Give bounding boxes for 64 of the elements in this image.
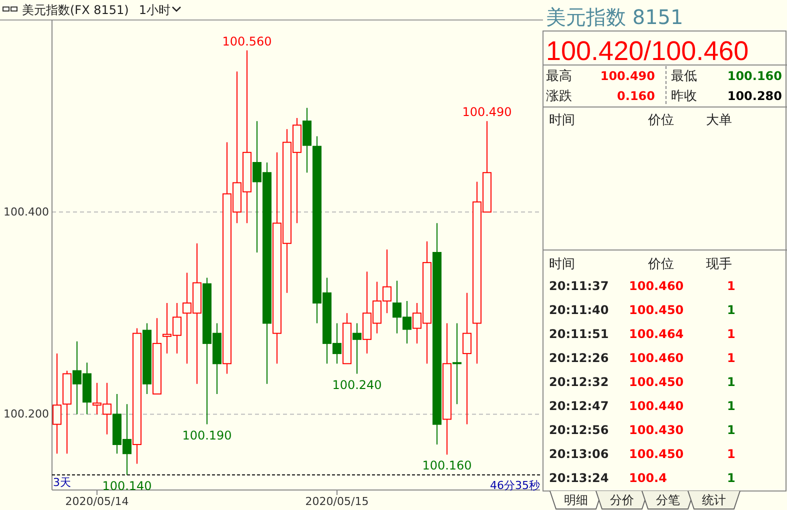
text: 100.4 [629,471,667,485]
text: 20:13:06 [549,447,609,461]
text: 1 [727,399,736,413]
text: 统计 [702,493,726,507]
text: 1 [727,375,736,389]
text: 价位 [647,257,674,272]
text: 100.160 [727,69,782,83]
text: 1 [727,327,736,341]
text: 100.450 [629,303,684,317]
text: 明细 [564,493,588,507]
text: 现手 [706,257,732,272]
text: 1 [727,447,736,461]
x-tick-label: 2020/05/15 [305,494,369,508]
text: 100.460 [629,279,684,293]
text: 20:12:26 [549,351,609,365]
text: 1 [727,279,736,293]
y-tick-label: 100.400 [4,206,49,219]
text: 价位 [647,113,674,128]
annotation: 46分35秒 [490,479,540,492]
text: 100.450 [629,375,684,389]
text: 20:11:51 [549,327,609,341]
text: 100.490 [600,69,655,83]
text: 昨收 [671,89,697,104]
annotation: 3天 [53,476,71,489]
text: 100.280 [727,89,782,103]
text: 分笔 [656,493,680,507]
candlestick [462,292,472,425]
text: 20:12:47 [549,399,609,413]
text: 100.464 [629,327,684,341]
y-tick-label: 100.200 [4,408,49,421]
chart-subtitle: 1小时 [138,3,170,17]
text: 美元指数 8151 [546,5,684,29]
text: 20:11:40 [549,303,609,317]
text: 最高 [546,68,572,84]
annotation: 100.560 [222,34,272,48]
text: 20:12:56 [549,423,609,437]
text: 1 [727,303,736,317]
candlestick [352,322,362,374]
chart-title: 美元指数(FX 8151) [22,3,129,17]
annotation: 100.140 [102,478,152,493]
annotation: 100.160 [422,458,472,473]
annotation: 100.240 [332,378,382,392]
text: 1 [727,423,736,437]
text: 涨跌 [546,89,572,104]
text: 大单 [706,113,732,128]
text: 1 [727,471,736,485]
text: 20:11:37 [549,279,609,293]
text: 20:13:24 [549,471,609,485]
text: 0.160 [617,89,655,103]
text: 时间 [549,113,575,128]
text: 1 [727,351,736,365]
text: 100.450 [629,447,684,461]
annotation: 100.190 [182,428,232,442]
annotation: 100.490 [462,105,512,120]
text: 时间 [549,257,575,272]
text: 最低 [671,69,697,84]
text: 100.420/100.460 [546,36,749,66]
candlestick [452,322,462,405]
text: 100.460 [629,351,684,365]
x-tick-label: 2020/05/14 [65,494,129,508]
text: 100.440 [629,399,684,413]
text: 20:12:32 [549,375,609,389]
text: 分价 [610,493,634,507]
text: 100.430 [629,423,684,437]
